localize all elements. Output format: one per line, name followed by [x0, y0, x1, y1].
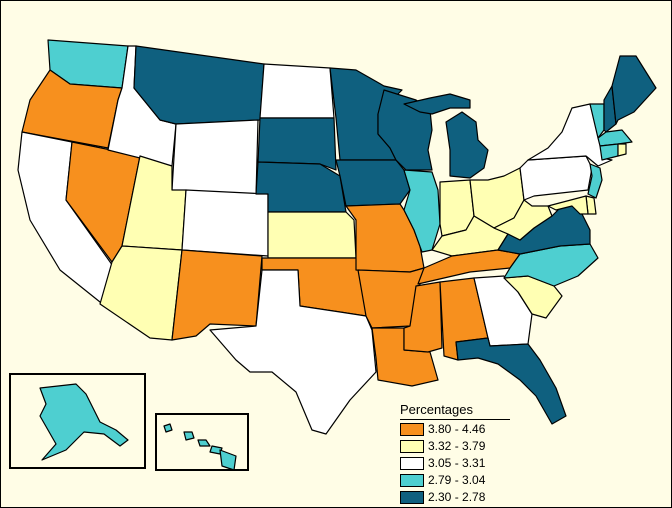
state-MT	[133, 45, 265, 125]
legend-label: 2.79 - 3.04	[428, 473, 486, 487]
legend-swatch	[400, 456, 424, 470]
legend-item: 2.79 - 3.04	[400, 472, 520, 488]
state-NE	[255, 161, 347, 213]
state-FL	[455, 337, 567, 425]
legend-rows: 3.80 - 4.46 3.32 - 3.79 3.05 - 3.31 2.79 - …	[400, 421, 520, 505]
legend-item: 3.05 - 3.31	[400, 455, 520, 471]
legend-item: 3.32 - 3.79	[400, 438, 520, 454]
state-MA	[597, 129, 633, 147]
state-RI	[617, 143, 627, 157]
state-ME	[611, 55, 657, 125]
legend-label: 3.32 - 3.79	[428, 439, 486, 453]
legend-swatch	[400, 490, 424, 504]
legend-label: 3.80 - 4.46	[428, 422, 486, 436]
state-ND	[259, 63, 335, 119]
legend: Percentages 3.80 - 4.46 3.32 - 3.79 3.05 -…	[400, 402, 520, 505]
state-IL	[403, 169, 441, 253]
legend-title: Percentages	[400, 402, 510, 420]
state-CO	[181, 189, 269, 257]
legend-swatch	[400, 439, 424, 453]
legend-item: 2.30 - 2.78	[400, 489, 520, 505]
state-KS	[267, 211, 357, 259]
state-HI	[163, 423, 237, 471]
state-AK	[39, 383, 129, 461]
state-NM	[171, 249, 263, 341]
legend-swatch	[400, 422, 424, 436]
state-CT	[599, 143, 619, 161]
state-IA	[335, 159, 411, 207]
legend-item: 3.80 - 4.46	[400, 421, 520, 437]
state-WV	[493, 199, 553, 241]
state-MI-upper	[403, 93, 471, 115]
legend-swatch	[400, 473, 424, 487]
state-MD	[547, 195, 589, 215]
state-MI	[445, 111, 489, 179]
legend-label: 3.05 - 3.31	[428, 456, 486, 470]
state-PA	[519, 155, 593, 201]
state-NJ	[587, 163, 603, 199]
state-SD	[257, 117, 337, 171]
state-WY	[171, 119, 259, 197]
state-TX	[209, 269, 377, 435]
state-MO	[345, 203, 425, 273]
legend-label: 2.30 - 2.78	[428, 490, 486, 504]
